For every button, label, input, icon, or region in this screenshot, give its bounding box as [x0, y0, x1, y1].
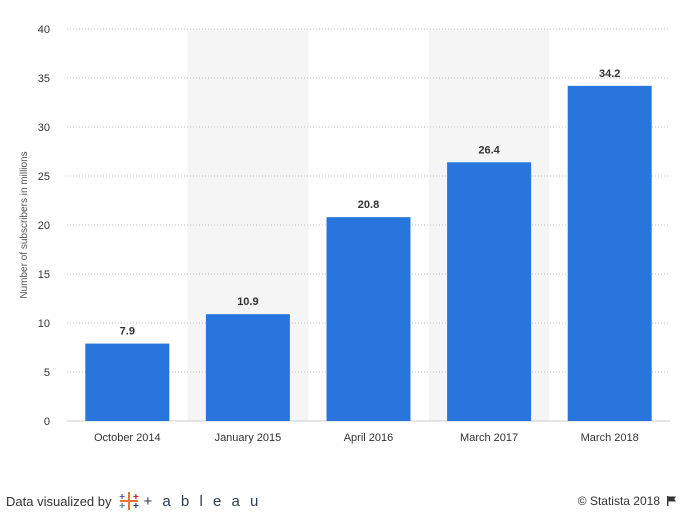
attribution-text: Data visualized by — [6, 493, 112, 509]
tableau-cross-icon — [119, 492, 138, 510]
y-tick-label: 40 — [38, 24, 50, 36]
flag-icon[interactable] — [666, 495, 678, 507]
x-tick-label: October 2014 — [94, 432, 161, 444]
bar-value-label: 26.4 — [478, 144, 500, 156]
bar-value-label: 34.2 — [599, 68, 620, 80]
bar-value-label: 7.9 — [120, 326, 135, 338]
footer-attribution: Data visualized by + a b l e a u — [6, 490, 261, 512]
x-tick-label: March 2017 — [460, 432, 518, 444]
bar[interactable] — [447, 162, 532, 421]
x-axis-ticks: October 2014 January 2015 April 2016 March … — [94, 432, 639, 444]
bar-chart: 0 5 10 15 20 25 30 35 40 7.9 10.9 20.8 26.4 34.2 Oct… — [19, 24, 670, 444]
bar-value-labels: 7.9 10.9 20.8 26.4 34.2 — [120, 68, 621, 338]
y-tick-label: 10 — [38, 318, 50, 330]
footer-copyright: © Statista 2018 — [578, 490, 678, 512]
bar-value-label: 20.8 — [358, 199, 379, 211]
y-axis-ticks: 0 5 10 15 20 25 30 35 40 — [38, 24, 50, 428]
bar[interactable] — [205, 314, 290, 421]
y-tick-label: 30 — [38, 122, 50, 134]
tableau-logo[interactable]: + a b l e a u — [118, 490, 262, 512]
x-tick-label: April 2016 — [344, 432, 394, 444]
copyright-text: © Statista 2018 — [577, 494, 660, 508]
bar-value-label: 10.9 — [237, 296, 258, 308]
y-tick-label: 35 — [38, 73, 50, 85]
x-tick-label: January 2015 — [215, 432, 282, 444]
bar[interactable] — [567, 85, 652, 421]
tableau-wordmark: + a b l e a u — [143, 492, 262, 510]
bars — [85, 85, 652, 421]
bar[interactable] — [85, 343, 170, 421]
y-tick-label: 20 — [38, 220, 50, 232]
y-tick-label: 15 — [38, 269, 50, 281]
bar[interactable] — [326, 217, 411, 421]
y-tick-label: 0 — [44, 416, 50, 428]
y-tick-label: 5 — [44, 367, 50, 379]
y-axis-label: Number of subscribers in millions — [19, 151, 30, 298]
x-tick-label: March 2018 — [581, 432, 639, 444]
y-tick-label: 25 — [38, 171, 50, 183]
